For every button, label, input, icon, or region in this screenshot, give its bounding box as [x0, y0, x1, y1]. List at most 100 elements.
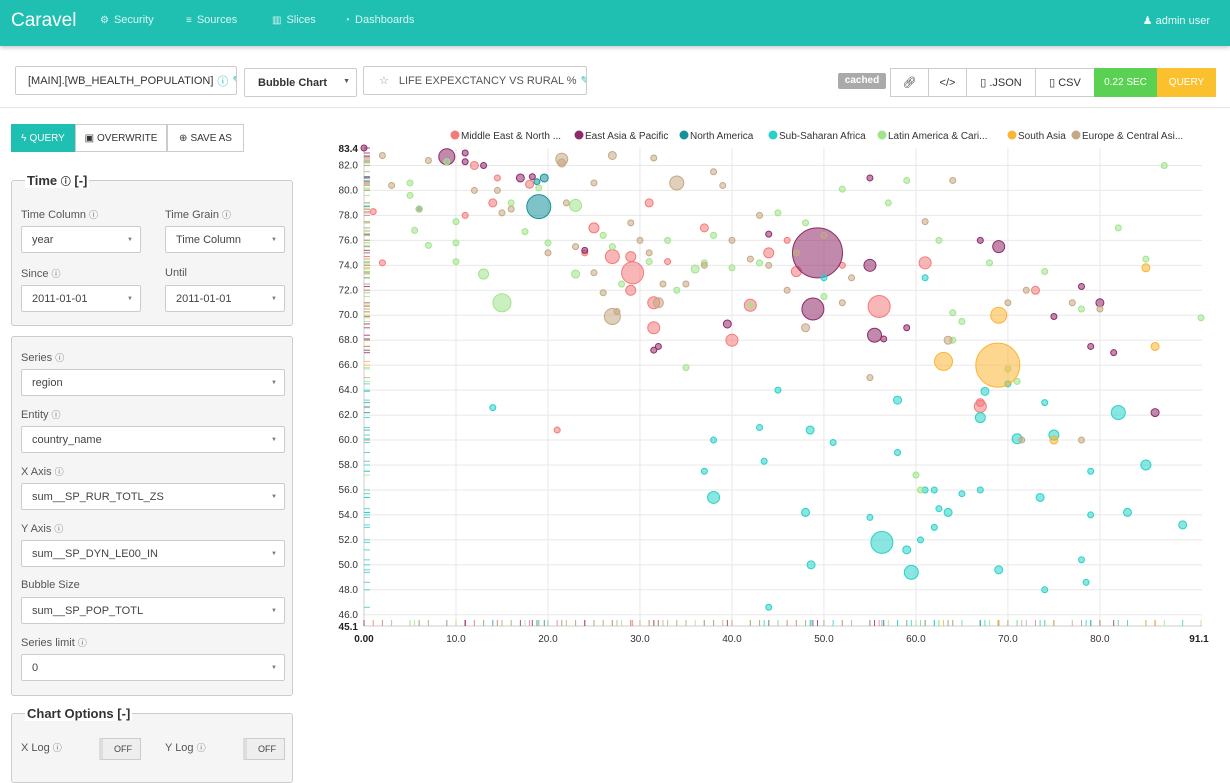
bubble [369, 208, 377, 216]
query-button[interactable]: ϟ QUERY [11, 124, 75, 152]
bubble [360, 144, 368, 152]
overwrite-button[interactable]: ▣ OVERWRITE [75, 124, 167, 152]
collapse-toggle[interactable]: [-] [117, 706, 131, 721]
caret-down-icon: ▼ [271, 494, 277, 500]
ylog-toggle[interactable]: OFF [243, 738, 285, 760]
nav-security[interactable]: ⚙ Security [100, 14, 154, 26]
star-icon[interactable]: ☆ [379, 75, 389, 87]
time-panel-title[interactable]: Time ⓘ [-] [25, 173, 90, 188]
time-grain-value: Time Column [176, 233, 241, 246]
user-menu[interactable]: ♟ admin user [1143, 14, 1210, 27]
dashboard-icon: ◔ [344, 15, 351, 26]
legend-item[interactable]: South Asia [1007, 130, 1067, 143]
plot-area: 46.0 48.0 50.0 52.0 54.0 56.0 58.0 60.0 62.0 64.0… [339, 144, 1210, 645]
chart-legend: Middle East & North ... East Asia & Pacif… [450, 130, 1184, 143]
info-icon[interactable]: ⓘ [217, 75, 229, 88]
overwrite-label: OVERWRITE [97, 132, 158, 144]
x-tick-label: 40.0 [722, 634, 742, 645]
y-tick-label: 70.0 [339, 310, 359, 321]
bubble [760, 457, 768, 465]
datasource-select[interactable]: [MAIN].[WB_HEALTH_POPULATION]ⓘ✎ [15, 66, 237, 95]
bubble [994, 565, 1004, 575]
entity-select[interactable]: country_name ▼ [21, 426, 285, 453]
embed-button[interactable]: </> [928, 68, 967, 97]
json-button[interactable]: ▯ .JSON [966, 68, 1036, 97]
time-grain-select[interactable]: Time Column ▼ [165, 226, 285, 253]
nav-slices[interactable]: ▥ Slices [272, 14, 316, 26]
legend-swatch [877, 130, 887, 140]
series-select[interactable]: region ▼ [21, 369, 285, 396]
nav-dashboards[interactable]: ◔ Dashboards [344, 14, 414, 26]
viz-type-select[interactable]: Bubble Chart ▼ [244, 68, 357, 97]
brand-logo[interactable]: Caravel [11, 10, 77, 31]
legend-swatch [450, 130, 460, 140]
bubble [725, 333, 739, 347]
legend-item[interactable]: Middle East & North ... [450, 130, 562, 143]
bubble [1141, 263, 1151, 273]
shorturl-button[interactable]: 🔗︎ [890, 68, 929, 97]
csv-button[interactable]: ▯ CSV [1035, 68, 1095, 97]
bubble [976, 486, 984, 494]
ylog-label-text: Y Log [165, 742, 194, 754]
bubble [654, 342, 662, 350]
chart-options-title-text: Chart Options [27, 706, 114, 721]
bubble [553, 426, 561, 434]
until-select[interactable]: 2011-01-01 ▼ [165, 285, 285, 312]
bubble [774, 386, 782, 394]
bubble [1077, 283, 1085, 291]
bubble [1077, 305, 1085, 313]
legend-item[interactable]: Latin America & Cari... [877, 130, 988, 143]
time-column-select[interactable]: year ▼ [21, 226, 141, 253]
slice-title[interactable]: ☆ LIFE EXPEXCTANCY VS RURAL % ✎ [363, 66, 587, 95]
toolbar: [MAIN].[WB_HEALTH_POPULATION]ⓘ✎ Bubble C… [0, 46, 1230, 108]
bubble [621, 261, 645, 285]
legend-item[interactable]: Europe & Central Asi... [1071, 130, 1184, 143]
xlog-label-text: X Log [21, 742, 50, 754]
caret-down-icon: ▼ [271, 237, 277, 243]
saveas-button[interactable]: ⊕ SAVE AS [167, 124, 244, 152]
time-panel-title-text: Time [27, 173, 58, 188]
collapse-toggle[interactable]: [-] [74, 173, 88, 188]
x-tick-label: 80.0 [1090, 634, 1110, 645]
bubble [912, 471, 920, 479]
xaxis-select[interactable]: sum__SP_RUR_TOTL_ZS ▼ [21, 483, 285, 510]
chart-options-title[interactable]: Chart Options [-] [25, 706, 133, 721]
legend-label: Europe & Central Asi... [1082, 131, 1183, 142]
bubble [469, 160, 479, 170]
legend-item[interactable]: North America [679, 130, 754, 143]
bubble [943, 335, 953, 345]
bubble [521, 228, 529, 236]
bubble [461, 149, 469, 157]
query-top-button[interactable]: QUERY [1157, 68, 1216, 97]
series-limit-label-text: Series limit [21, 637, 75, 649]
bubble [625, 251, 637, 263]
bubble-chart[interactable]: Middle East & North ... East Asia & Pacif… [330, 118, 1220, 658]
bubble [682, 280, 690, 288]
edit-title-icon[interactable]: ✎ [581, 74, 586, 87]
since-select[interactable]: 2011-01-01 ▼ [21, 285, 141, 312]
yaxis-value: sum__SP_DYN_LE00_IN [32, 547, 158, 560]
bubble [480, 161, 488, 169]
bubble-size-select[interactable]: sum__SP_POP_TOTL ▼ [21, 597, 285, 624]
bubble [452, 258, 460, 266]
bubble [572, 243, 580, 251]
bubble [765, 261, 773, 269]
legend-label: Sub-Saharan Africa [779, 131, 866, 142]
yaxis-select[interactable]: sum__SP_DYN_LE00_IN ▼ [21, 540, 285, 567]
bubble [669, 175, 685, 191]
bubble [627, 219, 635, 227]
xlog-label: X Log ⓘ [21, 741, 62, 754]
bubble [801, 507, 811, 517]
bubble [555, 152, 569, 166]
xlog-toggle[interactable]: OFF [99, 738, 141, 760]
viz-type-value: Bubble Chart [258, 76, 328, 89]
series-limit-select[interactable]: 0 ▼ [21, 654, 285, 681]
bubble [424, 241, 432, 249]
ylog-label: Y Log ⓘ [165, 741, 206, 754]
legend-item[interactable]: East Asia & Pacific [574, 130, 669, 143]
nav-sources[interactable]: ≡ Sources [186, 14, 237, 26]
bubble [1114, 224, 1122, 232]
legend-item[interactable]: Sub-Saharan Africa [768, 130, 867, 143]
edit-icon[interactable]: ✎ [232, 74, 236, 87]
user-name: admin user [1155, 15, 1210, 27]
